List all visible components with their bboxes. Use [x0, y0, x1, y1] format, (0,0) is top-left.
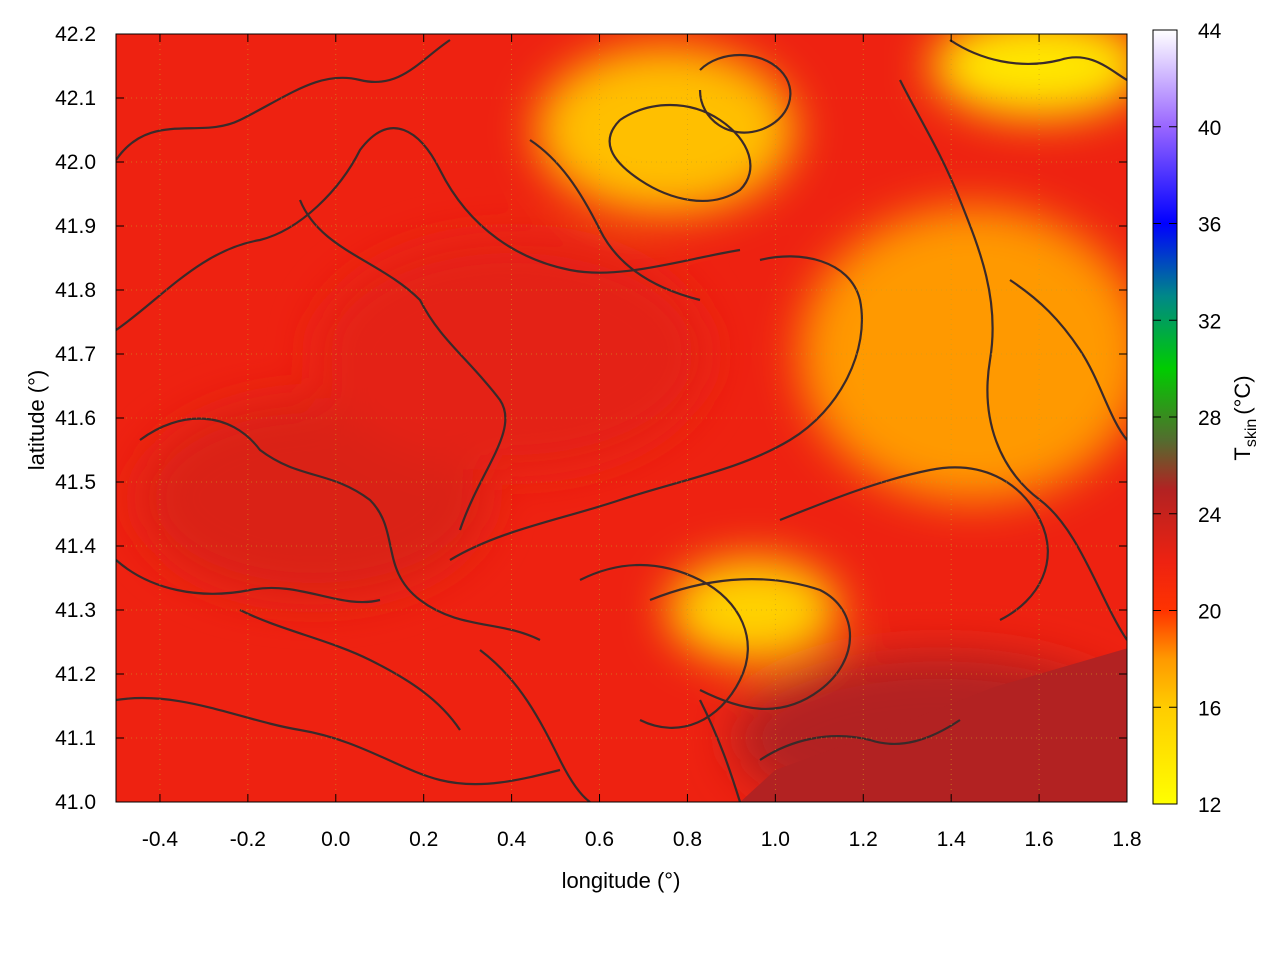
- contour-line: [239, 609, 461, 731]
- x-tick-label: 0.8: [673, 828, 702, 851]
- gridlines: [116, 34, 1127, 802]
- x-tick-label: 1.6: [1024, 828, 1053, 851]
- contour-lines: [116, 39, 1127, 802]
- x-tick-label: -0.2: [230, 828, 266, 851]
- x-tick-label: 1.0: [761, 828, 790, 851]
- colorbar-tick-label: 44: [1198, 20, 1222, 43]
- colorbar: 12 16 20 24 28 32 36 40 44 Tskin (°C): [1152, 20, 1260, 817]
- x-tick-label: -0.4: [142, 828, 179, 851]
- plot-area: -0.4 -0.2 0.0 0.2 0.4 0.6 0.8 1.0 1.2 1.4 1.6 1.8 4…: [55, 23, 1142, 851]
- colorbar-tick-label: 24: [1198, 504, 1222, 527]
- contour-line: [699, 699, 742, 802]
- contour-line: [779, 466, 1049, 621]
- y-tick-label: 41.6: [55, 407, 96, 430]
- colorbar-title-main: T: [1230, 447, 1255, 460]
- contour-line: [649, 578, 851, 710]
- contour-line: [449, 255, 863, 561]
- colorbar-tick-label: 16: [1198, 697, 1221, 720]
- colorbar-tick-label: 20: [1198, 601, 1221, 624]
- heat-region-sea-edge: [740, 648, 1127, 802]
- colorbar-ticks: 12 16 20 24 28 32 36 40 44: [1153, 20, 1222, 817]
- heat-region-north-center-cool: [535, 46, 796, 214]
- contour-line: [116, 127, 741, 331]
- x-tick-label: 0.2: [409, 828, 438, 851]
- x-tick-label: 0.4: [497, 828, 527, 851]
- y-tick-label: 42.0: [55, 151, 96, 174]
- y-tick-label: 41.1: [55, 727, 96, 750]
- colorbar-tick-label: 28: [1198, 407, 1221, 430]
- contour-line: [759, 719, 961, 761]
- heat-region-northeast-cool: [931, 34, 1127, 118]
- x-axis-ticks: -0.4 -0.2 0.0 0.2 0.4 0.6 0.8 1.0 1.2 1.4 1.6 1.8: [142, 34, 1142, 851]
- contour-line: [1009, 279, 1127, 441]
- colorbar-tick-label: 32: [1198, 310, 1221, 333]
- x-tick-label: 0.6: [585, 828, 614, 851]
- contour-line: [579, 563, 749, 729]
- y-tick-label: 42.2: [55, 23, 96, 46]
- y-tick-label: 41.8: [55, 279, 96, 302]
- colorbar-title-sub: skin: [1243, 419, 1260, 447]
- contour-line: [899, 79, 1127, 641]
- contour-line: [298, 199, 507, 531]
- y-axis-title: latitude (°): [24, 370, 49, 471]
- x-axis-title: longitude (°): [562, 868, 681, 893]
- colorbar-title: Tskin (°C): [1230, 375, 1260, 460]
- contour-line: [116, 39, 451, 161]
- contour-line: [608, 104, 752, 202]
- contour-line: [698, 53, 792, 134]
- y-tick-label: 41.5: [55, 471, 96, 494]
- x-tick-label: 1.2: [849, 828, 878, 851]
- colorbar-tick-label: 40: [1198, 117, 1221, 140]
- y-tick-label: 41.2: [55, 663, 96, 686]
- y-tick-label: 41.0: [55, 791, 96, 814]
- x-tick-label: 1.4: [937, 828, 967, 851]
- y-tick-label: 41.9: [55, 215, 96, 238]
- contour-line: [529, 139, 701, 302]
- x-tick-label: 1.8: [1112, 828, 1141, 851]
- x-tick-label: 0.0: [321, 828, 350, 851]
- heat-region-southeast-cool: [667, 558, 840, 662]
- contour-line: [949, 39, 1127, 81]
- heat-region-east-warm-band: [799, 206, 1127, 502]
- contour-line: [116, 696, 561, 786]
- y-tick-label: 42.1: [55, 87, 96, 110]
- y-tick-label: 41.7: [55, 343, 96, 366]
- colorbar-title-unit: (°C): [1230, 375, 1255, 414]
- y-tick-label: 41.3: [55, 599, 96, 622]
- y-tick-label: 41.4: [55, 535, 96, 558]
- y-axis-ticks: 41.0 41.1 41.2 41.3 41.4 41.5 41.6 41.7 41.8 41.9…: [55, 23, 1127, 814]
- contour-line: [116, 559, 381, 604]
- contour-line: [139, 417, 541, 641]
- colorbar-tick-label: 12: [1198, 794, 1221, 817]
- colorbar-tick-label: 36: [1198, 214, 1221, 237]
